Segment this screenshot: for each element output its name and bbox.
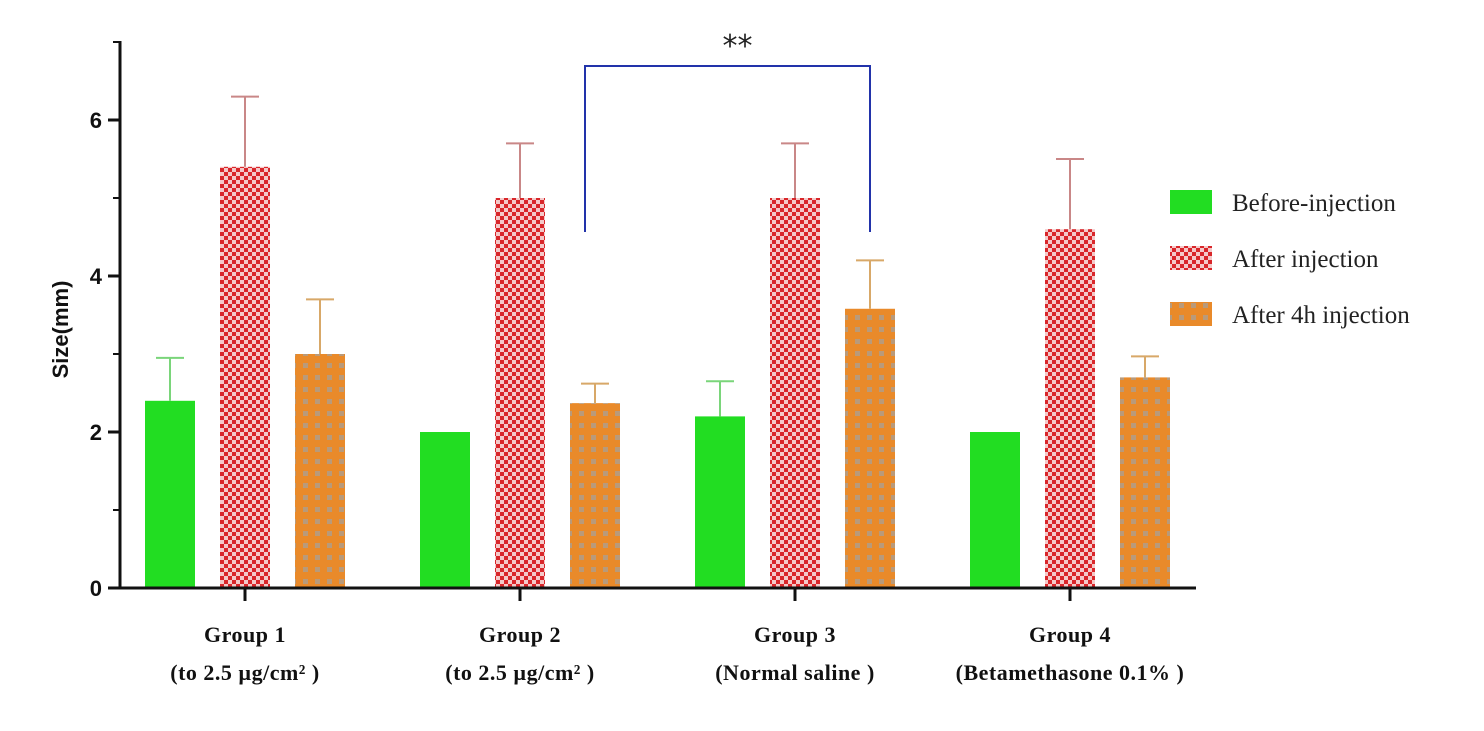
bar-after-injection-group1	[220, 166, 270, 589]
x-tick-sublabel-3: (Normal saline )	[715, 660, 875, 685]
legend-swatch-1	[1170, 190, 1212, 214]
bar-before-injection-group2	[420, 432, 470, 588]
bar-before-injection-group1	[145, 400, 195, 588]
bar-after-injection-group3	[770, 198, 820, 588]
legend-label-2: After injection	[1232, 246, 1379, 273]
bar-before-injection-group3	[695, 416, 745, 588]
significance-bracket	[584, 65, 871, 232]
legend: Before-injection After injection After 4h …	[1170, 190, 1410, 329]
x-tick-sublabel-2: (to 2.5 µg/cm² )	[445, 660, 594, 685]
bar-after-4h-injection-group3	[845, 308, 895, 588]
x-tick-sublabel-1: (to 2.5 µg/cm² )	[170, 660, 319, 685]
x-tick-label-1: Group 1	[204, 622, 286, 647]
bars-layer	[145, 166, 1170, 589]
significance-label: **	[723, 29, 753, 64]
error-bars-layer	[156, 95, 1159, 417]
x-tick-sublabel-4: (Betamethasone 0.1% )	[956, 660, 1185, 685]
legend-label-1: Before-injection	[1232, 190, 1396, 217]
bar-after-injection-group2	[495, 198, 545, 588]
bar-after-4h-injection-group2	[570, 403, 620, 588]
bar-after-4h-injection-group4	[1120, 377, 1170, 588]
significance-layer: **	[584, 29, 871, 232]
y-tick-label-2: 2	[90, 420, 102, 445]
y-axis-label: Size(mm)	[48, 281, 73, 379]
bar-after-injection-group4	[1045, 229, 1095, 588]
legend-swatch-2	[1170, 246, 1212, 270]
y-tick-label-0: 0	[90, 576, 102, 601]
y-tick-label-6: 6	[90, 108, 102, 133]
axes-layer: 0 2 4 6 Group 1 (to 2.5 µg/cm² ) Group 2 (to 2.…	[48, 41, 1196, 685]
legend-swatch-3	[1170, 302, 1212, 326]
y-tick-label-4: 4	[90, 264, 103, 289]
legend-label-3: After 4h injection	[1232, 302, 1410, 329]
x-tick-label-2: Group 2	[479, 622, 561, 647]
bar-after-4h-injection-group1	[295, 354, 345, 588]
x-tick-label-4: Group 4	[1029, 622, 1111, 647]
bar-before-injection-group4	[970, 432, 1020, 588]
x-tick-label-3: Group 3	[754, 622, 836, 647]
